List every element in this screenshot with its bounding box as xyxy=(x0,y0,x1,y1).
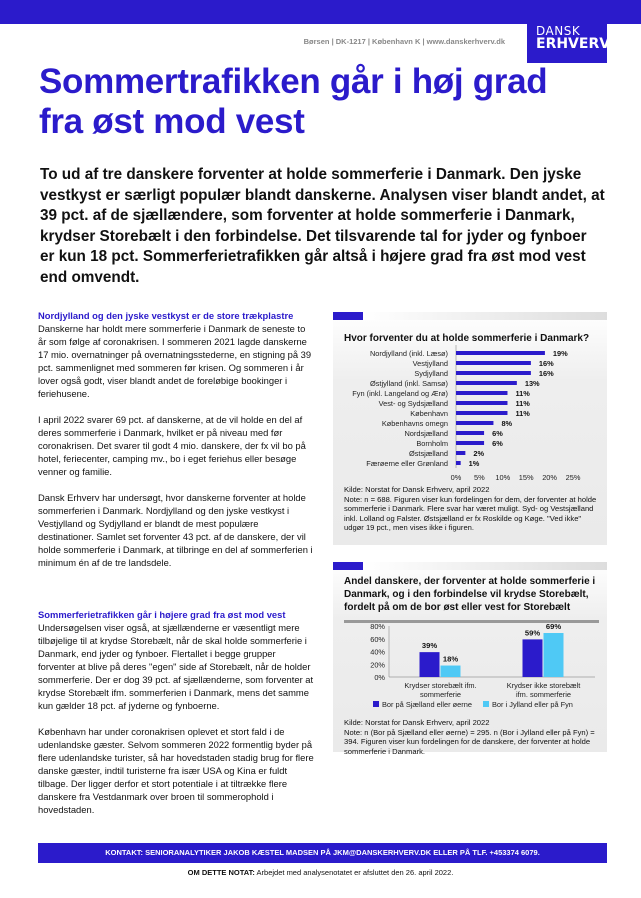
data-label: 16% xyxy=(539,369,554,378)
page-title: Sommertrafikken går i høj grad fra øst m… xyxy=(39,62,548,141)
chart2-title: Andel danskere, der forventer at holde s… xyxy=(344,576,596,613)
contact-bar: KONTAKT: SENIORANALYTIKER JAKOB KÆSTEL M… xyxy=(38,843,607,863)
y-tick-label: 80% xyxy=(370,624,385,631)
bar xyxy=(456,451,466,455)
about-text: Arbejdet med analysenotatet er afsluttet… xyxy=(254,868,454,877)
category-label: ifm. sommerferie xyxy=(516,690,571,699)
data-label: 2% xyxy=(473,449,484,458)
data-label: 6% xyxy=(492,429,503,438)
legend-label: Bor i Jylland eller på Fyn xyxy=(492,700,573,709)
logo-line1: DANSK xyxy=(536,24,581,38)
bar xyxy=(456,431,485,435)
chart1-title: Hvor forventer du at holde sommerferie i… xyxy=(344,333,590,344)
data-label: 18% xyxy=(443,655,458,664)
x-tick-label: 5% xyxy=(474,473,485,482)
bar xyxy=(456,421,494,425)
chart-panel-destinations: Hvor forventer du at holde sommerferie i… xyxy=(333,312,607,545)
y-tick-label: 0% xyxy=(374,673,385,682)
data-label: 11% xyxy=(515,409,530,418)
bar xyxy=(456,381,517,385)
y-tick-label: 20% xyxy=(370,660,385,669)
bar xyxy=(456,411,508,415)
bar xyxy=(456,401,508,405)
logo-line2: ERHVERV xyxy=(536,36,611,52)
chart1-bar-chart: Nordjylland (inkl. Læsø) 19% Vestjylland 16… xyxy=(352,345,581,482)
data-label: 1% xyxy=(469,459,480,468)
category-label: Fyn (inkl. Langeland og Ærø) xyxy=(352,389,448,398)
data-label: 6% xyxy=(492,439,503,448)
legend-swatch xyxy=(373,701,379,707)
bar xyxy=(522,639,543,677)
category-label: Vest- og Sydsjælland xyxy=(379,399,448,408)
lead-paragraph: To ud af tre danskere forventer at holde… xyxy=(40,166,605,286)
data-label: 19% xyxy=(553,349,568,358)
data-label: 39% xyxy=(422,641,437,650)
legend-swatch xyxy=(483,701,489,707)
category-label: Krydser ikke storebælt xyxy=(507,681,581,690)
chart1-source: Kilde: Norstat for Dansk Erhverv, april … xyxy=(344,485,490,494)
chart2-notes: Kilde: Norstat for Dansk Erhverv, april … xyxy=(344,718,599,756)
section-heading-1: Nordjylland og den jyske vestkyst er de … xyxy=(38,310,294,321)
bar xyxy=(456,441,485,445)
body-paragraph: København har under coronakrisen oplevet… xyxy=(38,726,314,815)
chart2-note: Note: n (Bor på Sjælland eller øerne) = … xyxy=(344,727,595,756)
chart2-source: Kilde: Norstat for Dansk Erhverv, april … xyxy=(344,718,490,727)
data-label: 59% xyxy=(525,628,540,637)
x-tick-label: 15% xyxy=(519,473,534,482)
section-heading-2: Sommerferietrafikken går i højere grad f… xyxy=(38,609,286,620)
category-label: Vestjylland xyxy=(413,359,448,368)
chart1-notes: Kilde: Norstat for Dansk Erhverv, april … xyxy=(344,485,599,533)
y-tick-label: 60% xyxy=(370,635,385,644)
panel-tab-marker xyxy=(333,312,363,320)
chart2-bar-chart: 0% 20% 40% 60% 80% 39% 18% Krydser storebælt if… xyxy=(370,624,595,709)
chart1-note: Note: n = 688. Figuren viser kun fordeli… xyxy=(344,494,597,533)
x-tick-label: 25% xyxy=(566,473,581,482)
chart2-title-rule xyxy=(344,620,599,623)
bar xyxy=(456,461,461,465)
category-label: Nordsjælland xyxy=(404,429,448,438)
legend-label: Bor på Sjælland eller øerne xyxy=(382,700,472,709)
data-label: 13% xyxy=(525,379,540,388)
data-label: 16% xyxy=(539,359,554,368)
body-paragraph: Danskerne har holdt mere sommerferie i D… xyxy=(38,323,312,399)
category-label: Østjylland (inkl. Samsø) xyxy=(370,379,448,388)
about-note: OM DETTE NOTAT: Arbejdet med analysenota… xyxy=(0,868,641,877)
x-tick-label: 0% xyxy=(451,473,462,482)
category-label: Bornholm xyxy=(416,439,448,448)
body-paragraph: Undersøgelsen viser også, at sjællændern… xyxy=(38,622,314,711)
category-label: Østsjælland xyxy=(409,449,448,458)
bar xyxy=(456,351,545,355)
body-paragraph: I april 2022 svarer 69 pct. af danskerne… xyxy=(38,414,306,477)
x-tick-label: 20% xyxy=(542,473,557,482)
header-address: Børsen | DK-1217 | København K | www.dan… xyxy=(303,37,505,46)
bar xyxy=(419,652,440,677)
y-tick-label: 40% xyxy=(370,648,385,657)
data-label: 8% xyxy=(501,419,512,428)
bar xyxy=(543,633,564,677)
body-paragraph: Dansk Erhverv har undersøgt, hvor danske… xyxy=(38,492,313,568)
data-label: 11% xyxy=(515,399,530,408)
about-label: OM DETTE NOTAT: xyxy=(187,868,255,877)
body-column: Nordjylland og den jyske vestkyst er de … xyxy=(38,309,314,829)
chart-panel-storebaelt: Andel danskere, der forventer at holde s… xyxy=(333,562,607,756)
dansk-erhverv-logo: DANSK ERHVERV xyxy=(527,20,611,63)
category-label: Sydjylland xyxy=(414,369,448,378)
x-tick-label: 10% xyxy=(495,473,510,482)
data-label: 69% xyxy=(546,624,561,631)
panel-strip xyxy=(363,312,607,320)
panel-tab-marker xyxy=(333,562,363,570)
category-label: København xyxy=(410,409,448,418)
category-label: Københavns omegn xyxy=(382,419,448,428)
category-label: sommerferie xyxy=(420,690,461,699)
panel-strip xyxy=(363,562,607,570)
bar xyxy=(456,391,508,395)
data-label: 11% xyxy=(515,389,530,398)
category-label: Krydser storebælt ifm. xyxy=(404,681,476,690)
bar xyxy=(456,371,531,375)
bar xyxy=(440,665,461,677)
bar xyxy=(456,361,531,365)
category-label: Nordjylland (inkl. Læsø) xyxy=(370,349,448,358)
category-label: Færøerne eller Grønland xyxy=(366,459,448,468)
